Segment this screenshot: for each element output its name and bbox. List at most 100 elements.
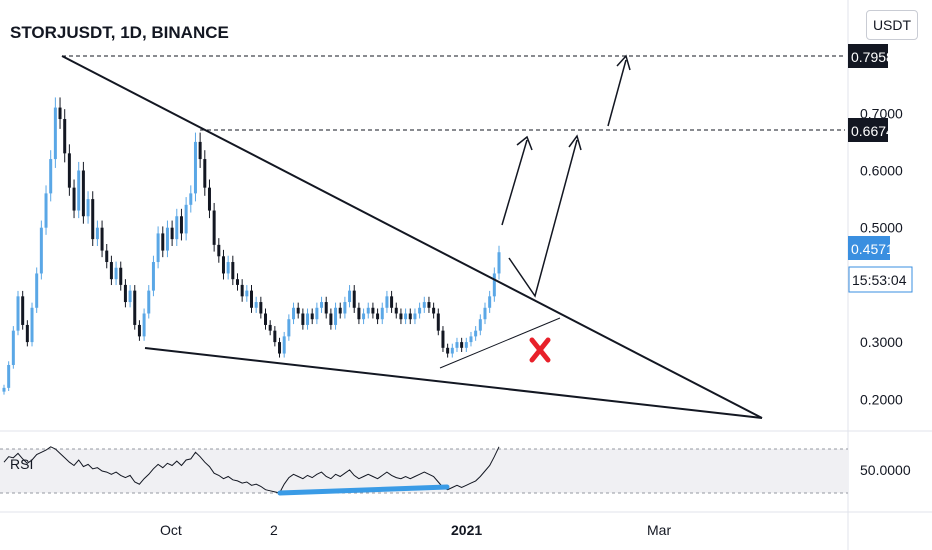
candle-body xyxy=(278,342,282,354)
candle-body xyxy=(67,153,71,188)
rsi-line xyxy=(3,446,500,494)
last-price-label: 0.4571 xyxy=(851,241,894,257)
candle-body xyxy=(240,284,244,297)
candle-body xyxy=(245,290,249,297)
candle-body xyxy=(198,141,202,160)
candle-body xyxy=(21,296,25,325)
candle-body xyxy=(184,204,188,234)
price-tick-0: 0.7000 xyxy=(860,105,903,121)
candle-body xyxy=(193,141,197,194)
candle-body xyxy=(207,187,211,211)
candle-body xyxy=(446,347,450,354)
candle-body xyxy=(203,159,207,188)
candle-body xyxy=(310,313,314,320)
price-tick-2: 0.5000 xyxy=(860,220,903,236)
candle-body xyxy=(259,302,263,314)
candle-body xyxy=(352,290,356,308)
candle-body xyxy=(25,324,29,343)
currency-selector-button[interactable]: USDT xyxy=(866,10,918,40)
candle-body xyxy=(226,262,230,274)
candle-body xyxy=(385,296,389,308)
candle-body xyxy=(343,302,347,314)
candle-body xyxy=(460,342,464,348)
wedge-upper-trendline xyxy=(61,55,763,419)
candle-body xyxy=(464,342,468,348)
rsi-divergence-line xyxy=(277,484,450,496)
candle-body xyxy=(189,193,193,205)
price-label-box-1 xyxy=(848,44,888,68)
candle-body xyxy=(217,244,221,257)
candle-body xyxy=(413,313,417,320)
candle-body xyxy=(39,227,43,274)
candle-body xyxy=(77,170,81,211)
candle-body xyxy=(179,216,183,234)
countdown-box xyxy=(848,266,913,293)
candle-body xyxy=(422,302,426,308)
candle-body xyxy=(348,290,352,303)
candle-body xyxy=(320,302,324,308)
candle-body xyxy=(231,262,235,280)
candle-body xyxy=(170,227,174,240)
candle-body xyxy=(357,307,361,320)
candle-body xyxy=(156,233,160,263)
candle-body xyxy=(254,302,258,308)
arrow-up-1-head xyxy=(516,135,533,151)
candle-body xyxy=(483,307,487,320)
arrow-retest-path xyxy=(508,139,578,298)
candle-body xyxy=(334,307,338,325)
candle-body xyxy=(478,319,482,331)
candle-body xyxy=(408,313,412,320)
candle-body xyxy=(376,313,380,320)
candle-body xyxy=(100,227,104,251)
price-label-box-2 xyxy=(848,118,888,142)
candle-body xyxy=(497,252,501,274)
price-tick-1: 0.6000 xyxy=(860,163,903,179)
candle-body xyxy=(175,216,179,240)
candle-body xyxy=(324,302,328,314)
candle-body xyxy=(436,313,440,331)
candle-body xyxy=(161,233,165,251)
candle-body xyxy=(338,307,342,314)
time-label-mar: Mar xyxy=(647,522,671,538)
time-label-2021: 2021 xyxy=(451,522,482,538)
candle-body xyxy=(63,119,67,154)
candle-body xyxy=(366,307,370,314)
candle-body xyxy=(474,330,478,337)
arrow-up-2-head xyxy=(568,134,582,151)
candle-body xyxy=(16,296,20,331)
candle-body xyxy=(380,307,384,320)
countdown-label: 15:53:04 xyxy=(852,272,907,288)
candle-body xyxy=(58,107,62,120)
candle-body xyxy=(212,210,216,245)
candle-body xyxy=(273,330,277,343)
price-axis[interactable]: 0.7000 0.6000 0.5000 0.3000 0.2000 xyxy=(860,105,903,407)
price-tick-3: 0.3000 xyxy=(860,334,903,350)
candle-body xyxy=(268,324,272,331)
candle-body xyxy=(72,187,76,211)
arrow-up-3-head xyxy=(616,54,631,71)
chart-title: STORJUSDT, 1D, BINANCE xyxy=(10,23,229,42)
candle-body xyxy=(301,313,305,325)
candle-body xyxy=(86,199,90,217)
candle-body xyxy=(250,290,253,308)
rsi-label: RSI xyxy=(10,456,33,472)
candle-body xyxy=(35,273,39,308)
candle-body xyxy=(362,313,366,320)
arrow-up-3 xyxy=(607,59,627,127)
small-support-line xyxy=(439,317,561,369)
candle-body xyxy=(133,290,137,325)
candle-body xyxy=(119,267,123,285)
arrow-up-1 xyxy=(501,139,528,226)
candle-body xyxy=(488,296,492,308)
price-label-1: 0.7958 xyxy=(851,49,894,65)
candle-body xyxy=(165,227,169,251)
candle-body xyxy=(432,307,436,314)
candle-body xyxy=(296,307,300,314)
price-label-2: 0.6674 xyxy=(851,123,894,139)
candle-body xyxy=(123,284,127,303)
candle-body xyxy=(306,313,310,325)
candle-body xyxy=(329,313,333,325)
projection-arrows xyxy=(501,54,631,298)
candle-body xyxy=(390,296,394,308)
